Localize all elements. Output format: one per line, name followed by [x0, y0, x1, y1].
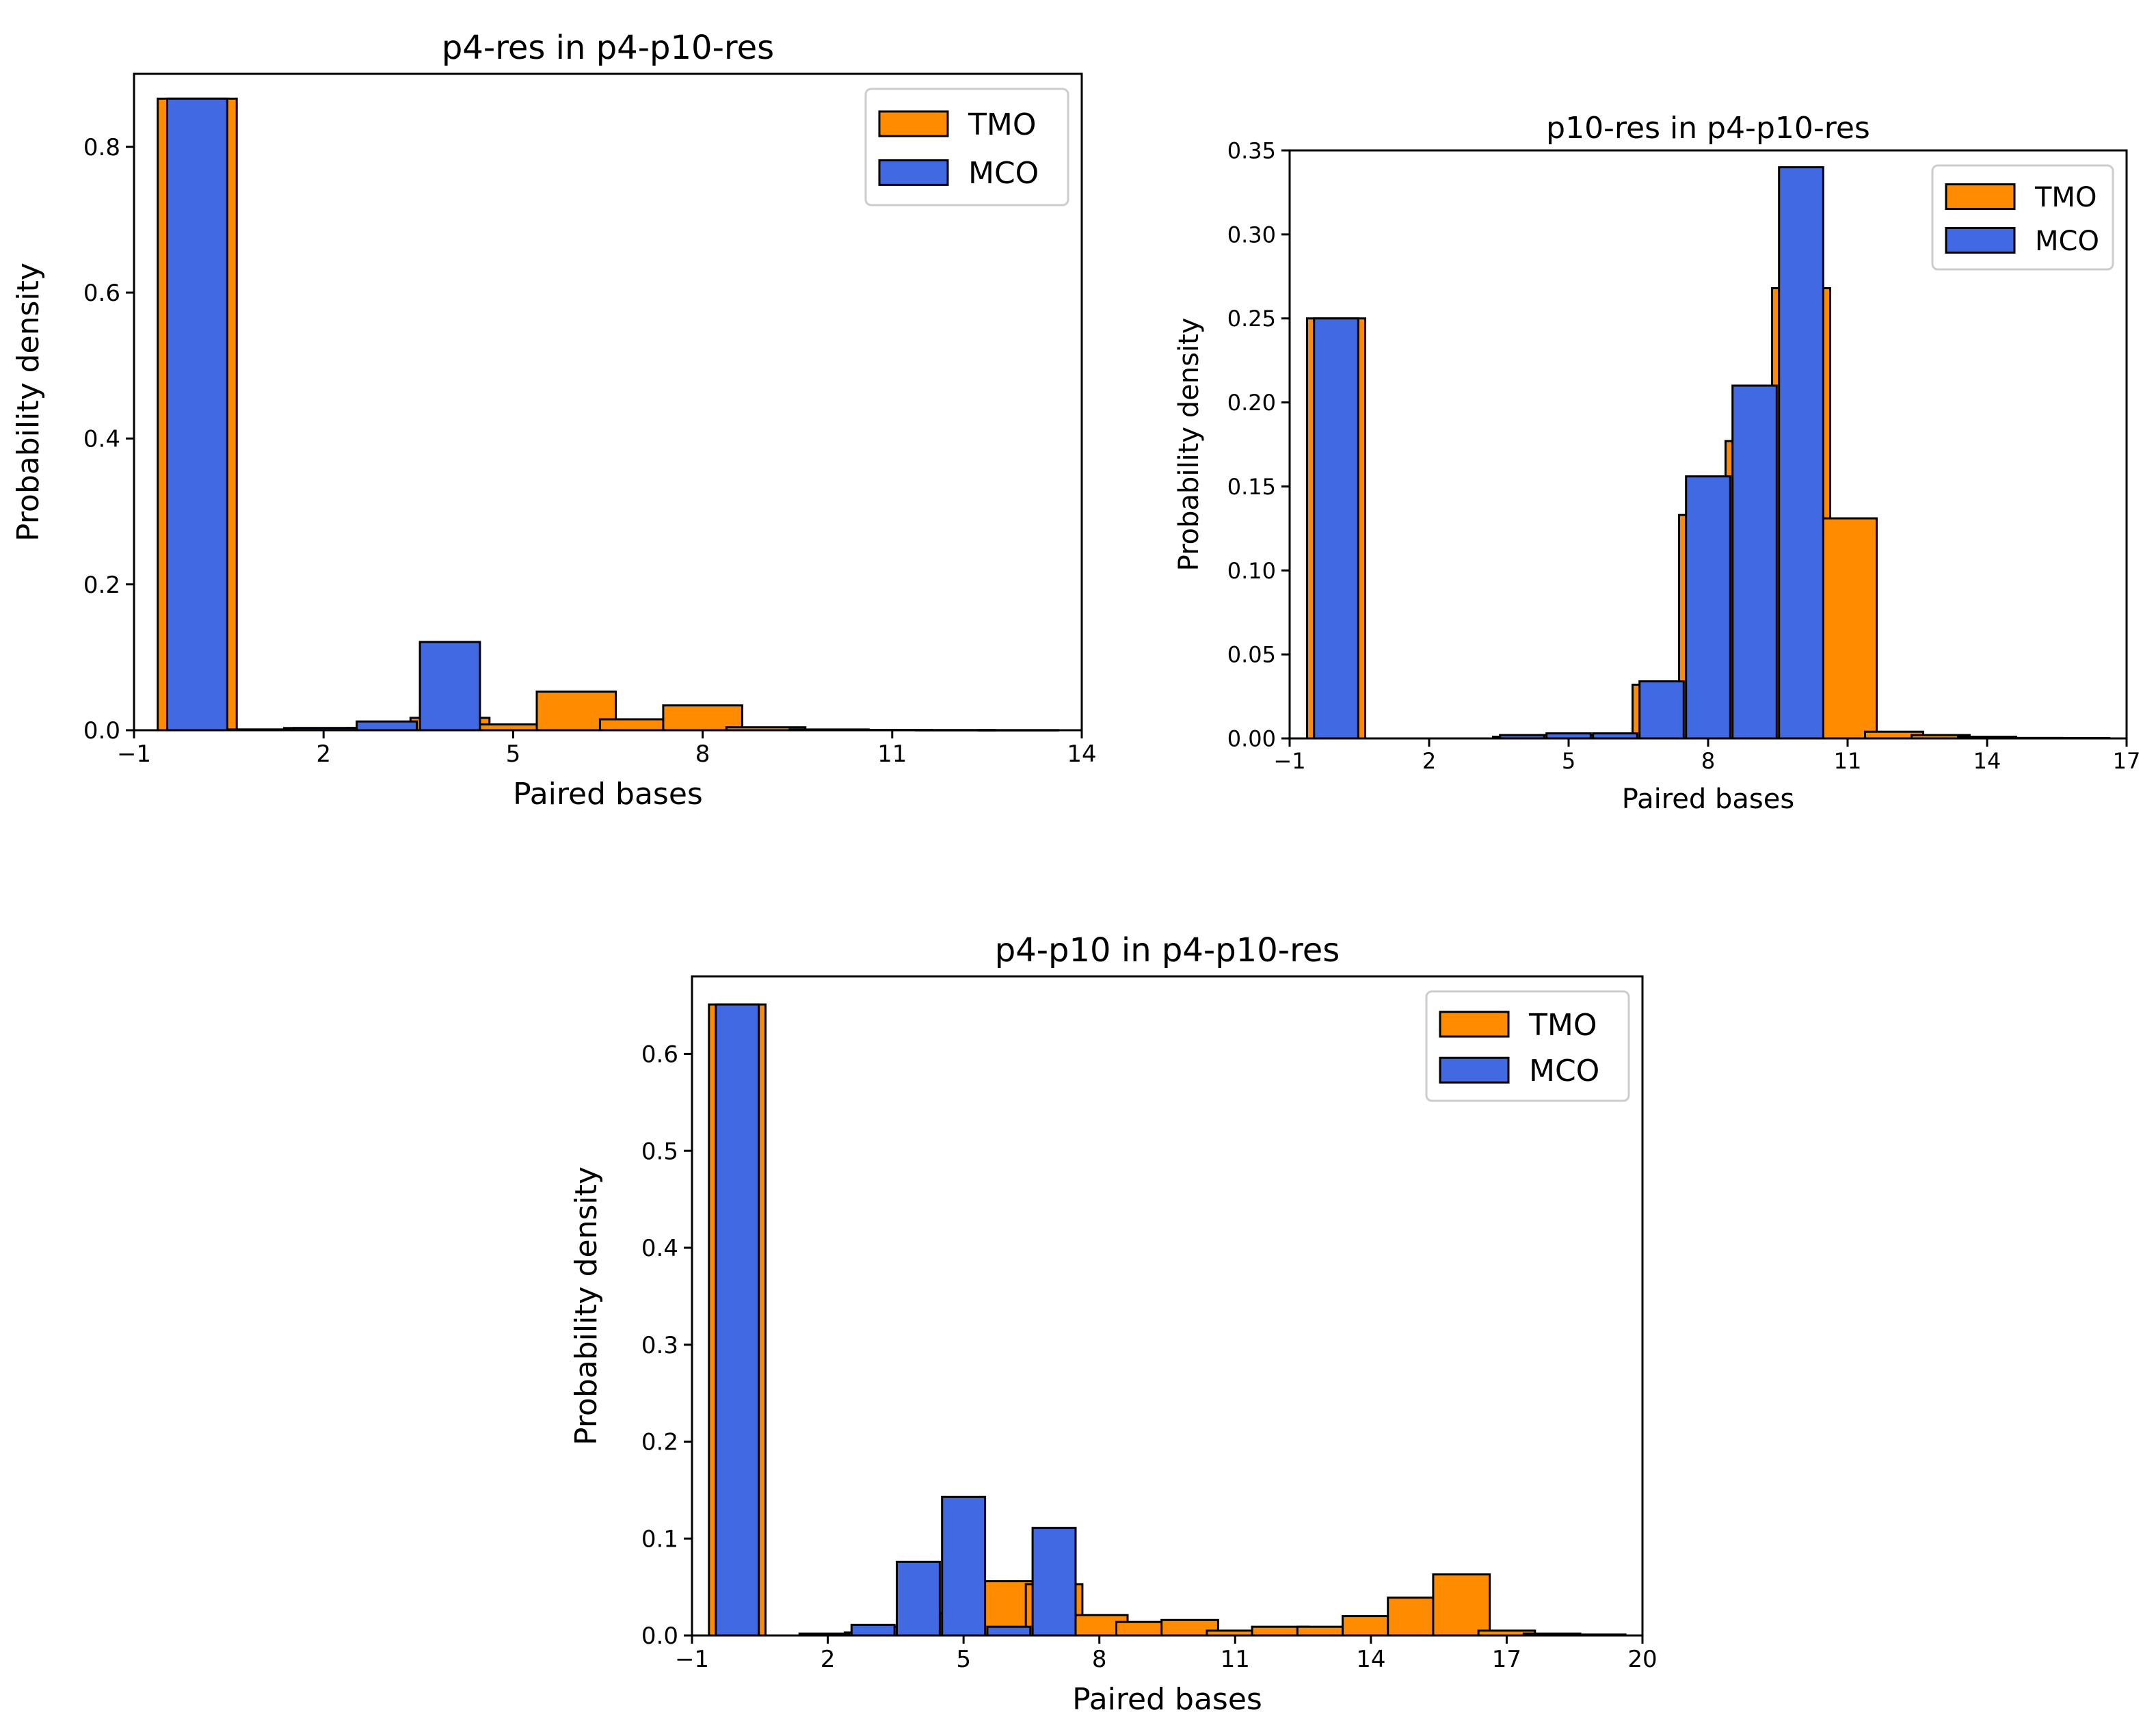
y-tick-label: 0.0: [83, 717, 120, 745]
bar-mco-6: [986, 1625, 1032, 1637]
legend-label-mco: MCO: [1529, 1054, 1599, 1088]
x-tick-label: 2: [821, 1646, 836, 1673]
y-tick-label: 0.0: [641, 1622, 678, 1650]
x-tick-label: 11: [1834, 748, 1862, 774]
plot-frame: [691, 975, 1644, 1637]
legend-label-mco: MCO: [2035, 226, 2099, 257]
x-tick-label: 11: [1221, 1646, 1250, 1673]
legend-swatch-tmo: [878, 110, 949, 137]
bar-mco-3: [850, 1623, 896, 1637]
x-tick-label: −1: [675, 1646, 709, 1673]
y-tick-label: 0.1: [641, 1525, 678, 1553]
x-tick-label: 20: [1627, 1646, 1657, 1673]
legend-swatch-mco: [878, 159, 949, 186]
y-tick-label: 0.10: [1227, 558, 1276, 584]
y-tick-label: 0.4: [83, 426, 120, 453]
legend-label-tmo: TMO: [968, 107, 1036, 142]
y-tick-label: 0.4: [641, 1235, 678, 1262]
y-tick-label: 0.35: [1227, 138, 1276, 164]
y-tick-label: 0.05: [1227, 642, 1276, 668]
x-axis-label: Paired bases: [513, 777, 703, 812]
y-tick-label: 0.8: [83, 134, 120, 161]
y-tick-label: 0.3: [641, 1332, 678, 1359]
chart-p4-res: −1 2 5 8 11 14 0.0 0.2 0.4 0.6 0.8 p4-res in p4-p10…: [11, 29, 1097, 812]
y-tick-label: 0.5: [641, 1138, 678, 1165]
bar-mco-7: [1031, 1527, 1077, 1637]
legend-label-tmo: TMO: [1528, 1008, 1597, 1043]
x-tick-label: 8: [695, 740, 710, 768]
bar-mco-5: [941, 1495, 987, 1637]
x-axis-label: Paired bases: [1622, 784, 1794, 815]
x-tick-label: 2: [316, 740, 331, 768]
legend-swatch-mco: [1439, 1056, 1510, 1084]
plot-frame: [133, 72, 1083, 732]
x-tick-label: 14: [1356, 1646, 1385, 1673]
x-tick-label: −1: [1273, 748, 1305, 774]
bar-mco-10: [1778, 166, 1824, 740]
x-tick-label: 17: [2113, 748, 2141, 774]
y-tick-label: 0.15: [1227, 474, 1276, 500]
legend-label-mco: MCO: [968, 156, 1039, 191]
bar-tmo-8: [662, 704, 743, 732]
bar-mco-4: [418, 641, 481, 732]
y-tick-label: 0.30: [1227, 222, 1276, 248]
chart-p10-res: −1 2 5 8 11 14 17 0.00 0.05 0.10 0.15 0.20 0.25 0.30 0…: [1173, 111, 2140, 815]
x-tick-label: −1: [117, 740, 151, 768]
chart-p4-p10: −1 2 5 8 11 14 17 20 0.0 0.1 0.2 0.3 0.4 0.5 0.6 p4-p10…: [569, 931, 1658, 1717]
x-tick-label: 8: [1701, 748, 1715, 774]
legend-swatch-tmo: [1439, 1011, 1510, 1038]
bar-mco-9: [1731, 384, 1778, 740]
bar-mco-0: [1313, 317, 1359, 740]
chart-title: p10-res in p4-p10-res: [1546, 111, 1870, 146]
x-tick-label: 17: [1492, 1646, 1521, 1673]
y-tick-label: 0.20: [1227, 390, 1276, 416]
y-axis-label: Probability density: [1173, 318, 1205, 572]
chart-title: p4-p10 in p4-p10-res: [995, 931, 1340, 970]
bar-tmo-16: [1432, 1573, 1491, 1637]
y-tick-label: 0.2: [83, 572, 120, 599]
bar-tmo-11: [1818, 517, 1878, 740]
x-tick-label: 5: [956, 1646, 971, 1673]
y-tick-label: 0.00: [1227, 726, 1276, 752]
bar-mco-7: [1638, 680, 1685, 740]
y-tick-label: 0.2: [641, 1429, 678, 1456]
x-tick-label: 14: [1067, 740, 1096, 768]
y-axis-label: Probability density: [11, 263, 46, 542]
bar-mco-0: [166, 97, 228, 732]
bar-mco-3: [356, 720, 418, 732]
y-tick-label: 0.6: [641, 1041, 678, 1069]
x-tick-label: 11: [877, 740, 907, 768]
legend-swatch-tmo: [1945, 183, 2016, 211]
x-tick-label: 5: [1562, 748, 1575, 774]
x-tick-label: 14: [1973, 748, 2001, 774]
y-tick-label: 0.25: [1227, 306, 1276, 332]
x-tick-label: 8: [1092, 1646, 1107, 1673]
x-tick-label: 5: [506, 740, 521, 768]
bar-mco-8: [1685, 475, 1731, 740]
legend-swatch-mco: [1945, 226, 2016, 254]
y-axis-label: Probability density: [569, 1166, 604, 1445]
x-axis-label: Paired bases: [1072, 1682, 1262, 1717]
bar-mco-4: [896, 1560, 941, 1637]
y-tick-label: 0.6: [83, 280, 120, 307]
x-tick-label: 2: [1422, 748, 1436, 774]
chart-title: p4-res in p4-p10-res: [442, 29, 774, 67]
bar-mco-0: [715, 1003, 760, 1637]
legend-label-tmo: TMO: [2034, 182, 2097, 213]
